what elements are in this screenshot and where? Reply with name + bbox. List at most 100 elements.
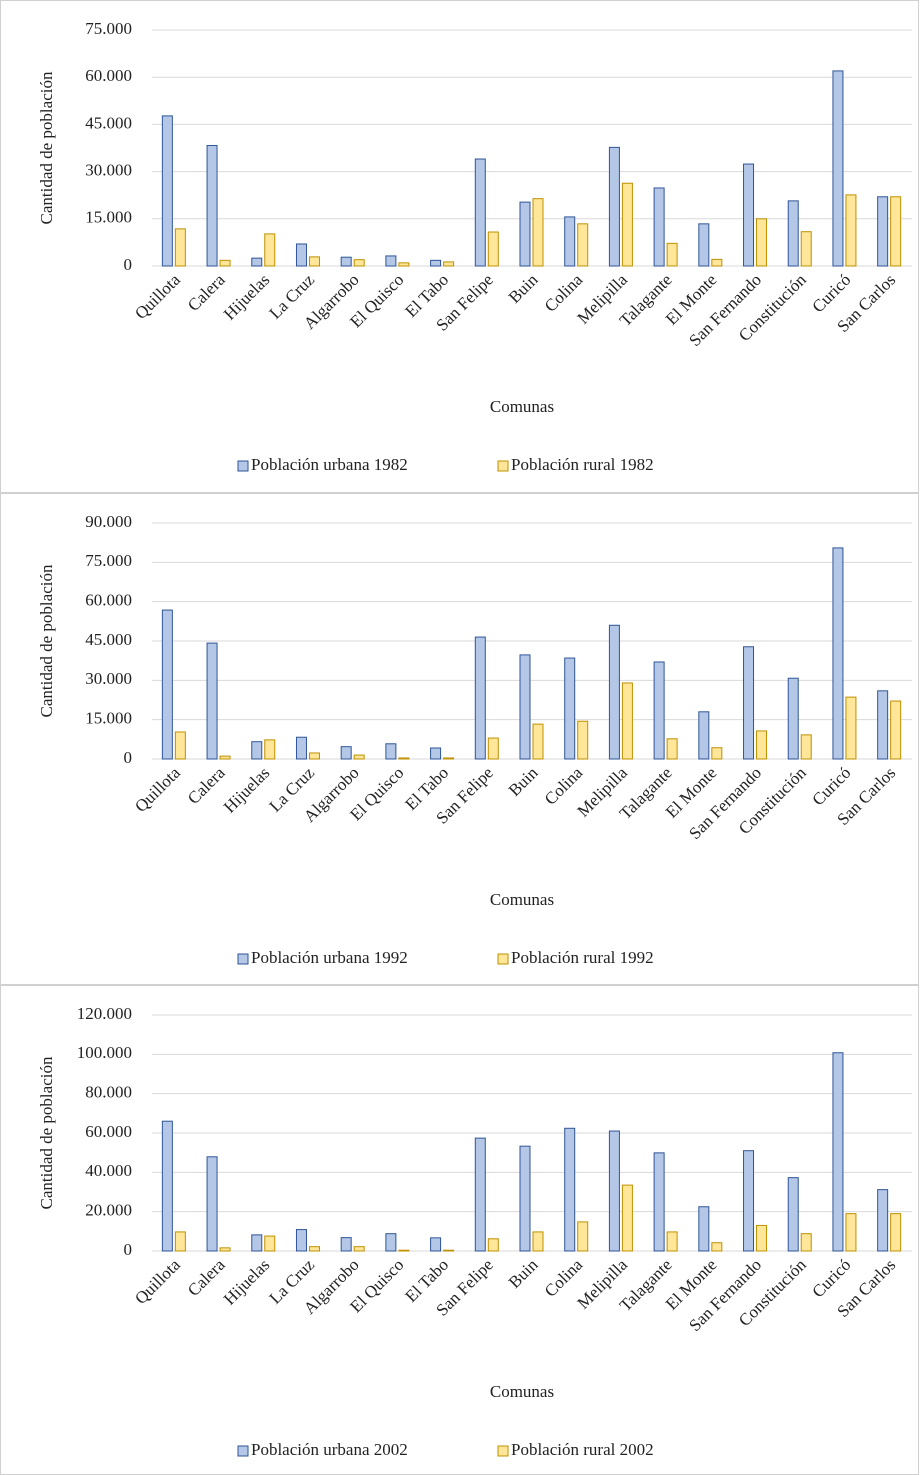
y-tick-label: 40.000: [85, 1161, 132, 1180]
bar: [787, 1177, 799, 1252]
y-tick-label: 100.000: [77, 1043, 132, 1062]
bar: [608, 624, 620, 760]
legend-swatch: [497, 460, 509, 472]
bar: [174, 731, 186, 760]
bar: [532, 1231, 544, 1252]
x-tick-label: Buin: [505, 270, 542, 307]
bar: [666, 242, 678, 267]
bar: [756, 730, 768, 760]
x-tick-label: Buin: [505, 763, 542, 800]
y-axis-label: Cantidad de población: [37, 1056, 56, 1209]
y-tick-label: 90.000: [85, 512, 132, 531]
bar: [698, 711, 710, 760]
bar: [430, 259, 442, 267]
x-tick-label: Buin: [505, 1255, 542, 1292]
bar: [711, 1242, 723, 1252]
bar: [653, 1152, 665, 1252]
bar: [308, 1246, 320, 1252]
bar: [398, 262, 410, 267]
bar: [340, 746, 352, 760]
bar: [787, 677, 799, 760]
bar: [845, 696, 857, 760]
x-axis-label: Comunas: [490, 397, 554, 416]
legend-swatch: [237, 1445, 249, 1457]
bar: [519, 654, 531, 760]
legend-label: Población rural 1982: [511, 455, 654, 474]
chart-panel: 0 15.000 30.000 45.000 60.000 75.000 Cantidad …: [0, 0, 919, 493]
bar: [877, 1189, 889, 1252]
bar: [353, 1246, 365, 1252]
y-tick-label: 0: [124, 1240, 133, 1259]
bar: [264, 1235, 276, 1252]
y-tick-label: 60.000: [85, 66, 132, 85]
panel-border: [0, 985, 919, 1475]
bar: [340, 256, 352, 267]
bar: [474, 158, 486, 267]
bar: [219, 1247, 231, 1252]
bar: [340, 1237, 352, 1252]
bar: [174, 228, 186, 267]
bar: [532, 723, 544, 760]
panel-border: [0, 493, 919, 985]
bar: [474, 636, 486, 760]
bar: [743, 1150, 755, 1252]
x-tick-label: Quillota: [131, 1255, 184, 1308]
legend-label: Población rural 2002: [511, 1440, 654, 1459]
bar: [308, 256, 320, 267]
bar: [443, 261, 455, 267]
bar: [398, 757, 410, 760]
bar: [845, 194, 857, 267]
y-tick-label: 15.000: [85, 709, 132, 728]
bar: [308, 752, 320, 760]
bar: [787, 200, 799, 267]
bar: [251, 741, 263, 760]
bar: [443, 757, 455, 760]
bar: [519, 1145, 531, 1252]
y-tick-label: 60.000: [85, 591, 132, 610]
y-tick-label: 45.000: [85, 113, 132, 132]
bar: [800, 734, 812, 760]
bar: [161, 609, 173, 760]
bar: [353, 259, 365, 267]
bar: [430, 747, 442, 760]
bar: [845, 1213, 857, 1252]
legend-swatch: [237, 460, 249, 472]
bar: [519, 201, 531, 267]
x-axis-label: Comunas: [490, 1382, 554, 1401]
bar: [251, 1234, 263, 1252]
bar: [577, 1221, 589, 1252]
bar: [608, 1130, 620, 1252]
bar: [161, 115, 173, 267]
chart-panel: 0 20.000 40.000 60.000 80.000 100.000 120.000 C…: [0, 985, 919, 1475]
y-axis-label: Cantidad de población: [37, 71, 56, 224]
bar: [264, 739, 276, 760]
bar: [832, 1052, 844, 1252]
bar: [698, 1206, 710, 1252]
bar: [174, 1231, 186, 1252]
bar: [832, 547, 844, 760]
bar: [219, 755, 231, 760]
bar: [487, 231, 499, 267]
bar: [743, 163, 755, 267]
legend-label: Población urbana 2002: [251, 1440, 408, 1459]
bar: [564, 216, 576, 267]
bar: [666, 1231, 678, 1252]
bar: [666, 738, 678, 760]
bar: [711, 258, 723, 267]
y-tick-label: 20.000: [85, 1201, 132, 1220]
y-tick-label: 75.000: [85, 551, 132, 570]
x-axis-label: Comunas: [490, 890, 554, 909]
x-tick-label: Hijuelas: [220, 763, 273, 816]
y-tick-label: 0: [124, 255, 133, 274]
y-axis-label: Cantidad de población: [37, 564, 56, 717]
bar: [564, 1127, 576, 1252]
bar: [877, 690, 889, 760]
y-tick-label: 75.000: [85, 19, 132, 38]
x-tick-label: Quillota: [131, 763, 184, 816]
y-tick-label: 30.000: [85, 161, 132, 180]
y-tick-label: 15.000: [85, 208, 132, 227]
x-tick-label: Hijuelas: [220, 1255, 273, 1308]
y-tick-label: 80.000: [85, 1083, 132, 1102]
bar: [385, 255, 397, 267]
bar: [698, 223, 710, 267]
